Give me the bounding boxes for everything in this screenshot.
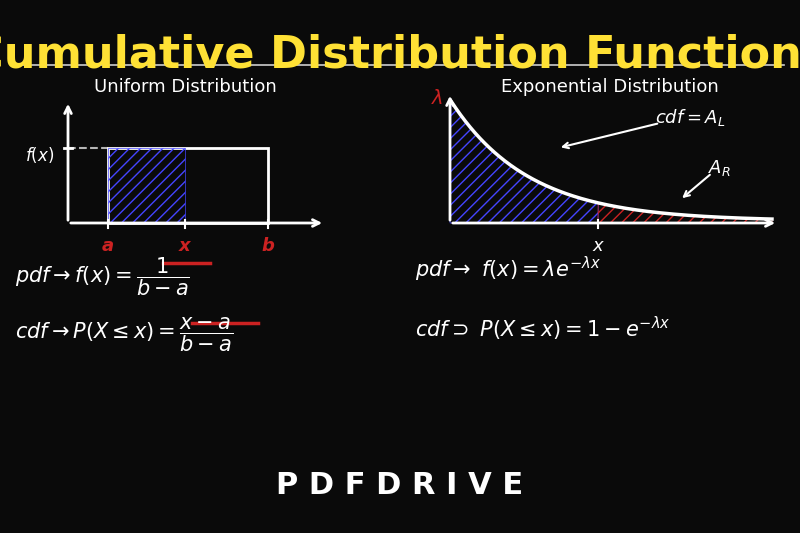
Text: $A_R$: $A_R$	[708, 158, 731, 178]
Text: P D F D R I V E: P D F D R I V E	[277, 471, 523, 499]
Text: $cdf \supset \ P(X \leq x) = 1 - e^{-\lambda x}$: $cdf \supset \ P(X \leq x) = 1 - e^{-\la…	[415, 315, 670, 343]
Text: Uniform Distribution: Uniform Distribution	[94, 78, 276, 96]
Text: x: x	[179, 237, 191, 255]
Bar	[108, 148, 268, 223]
Bar	[108, 148, 185, 223]
Text: a: a	[102, 237, 114, 255]
Text: $pdf \rightarrow f(x) = \dfrac{1}{b-a}$: $pdf \rightarrow f(x) = \dfrac{1}{b-a}$	[15, 255, 190, 297]
Text: $\lambda$: $\lambda$	[430, 90, 443, 109]
Text: x: x	[593, 237, 603, 255]
Text: $cdf \rightarrow P(X \leq x) = \dfrac{x-a}{b-a}$: $cdf \rightarrow P(X \leq x) = \dfrac{x-…	[15, 315, 233, 353]
Text: b: b	[262, 237, 274, 255]
Text: Exponential Distribution: Exponential Distribution	[501, 78, 719, 96]
Text: $f(x)$: $f(x)$	[25, 145, 54, 165]
Text: $cdf = A_L$: $cdf = A_L$	[655, 108, 726, 128]
Text: $pdf \rightarrow \ f(x) = \lambda e^{-\lambda x}$: $pdf \rightarrow \ f(x) = \lambda e^{-\l…	[415, 255, 601, 284]
Text: Cumulative Distribution Functions: Cumulative Distribution Functions	[0, 33, 800, 76]
